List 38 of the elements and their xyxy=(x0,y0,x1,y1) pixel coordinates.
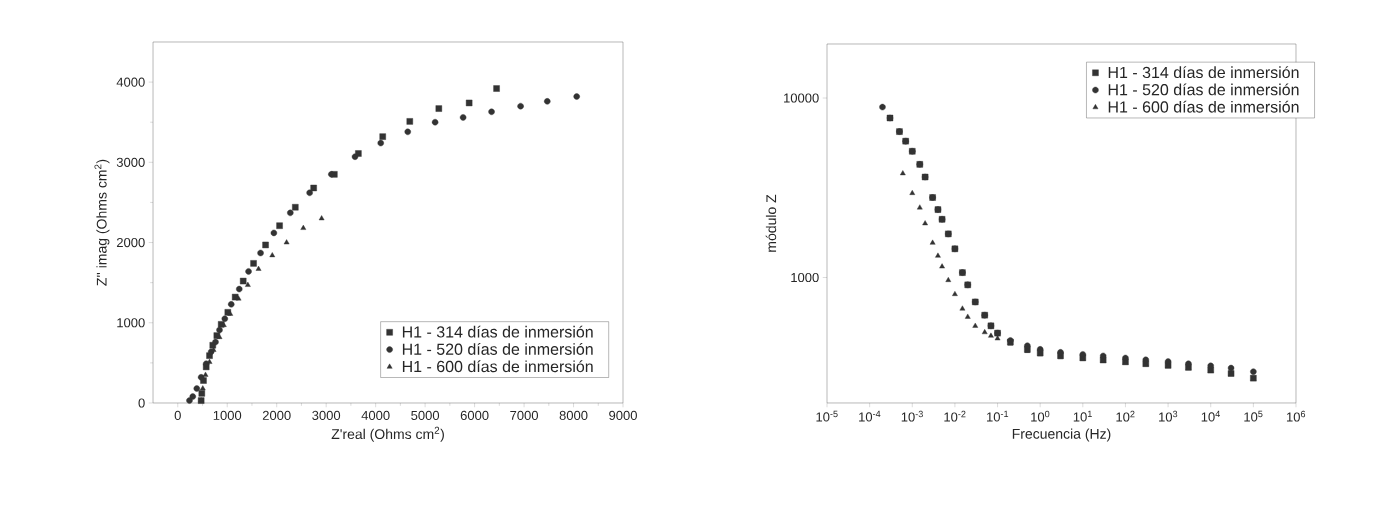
x-tick-label: 10$^{2}$ xyxy=(1116,410,1135,422)
x-tick-label: 6000 xyxy=(460,410,489,420)
y-tick-label: 1000 xyxy=(117,318,145,328)
legend-label: H1 - 314 días de inmersión xyxy=(402,325,593,338)
legend-label: H1 - 600 días de inmersión xyxy=(402,360,593,373)
y-tick-label: 4000 xyxy=(116,77,145,87)
x-tick-label: 7000 xyxy=(510,410,539,420)
x-tick-label: 4000 xyxy=(361,410,390,420)
x-tick-label: 10$^{3}$ xyxy=(1159,410,1178,422)
x-tick-label: 0 xyxy=(174,410,181,420)
x-tick-label: 10$^{4}$ xyxy=(1201,410,1220,422)
y-axis-title: Z'' imag (Ohms cm$^{2}$) xyxy=(94,159,110,286)
x-tick-label: 10$^{1}$ xyxy=(1073,410,1092,422)
x-tick-label: 2000 xyxy=(262,410,291,420)
x-tick-label: 5000 xyxy=(411,410,440,420)
x-tick-label: 10$^{-5}$ xyxy=(816,410,838,422)
x-axis-title: Z'real (Ohms cm$^{2}$) xyxy=(331,426,444,442)
x-tick-label: 9000 xyxy=(609,410,637,420)
y-tick-label: 2000 xyxy=(116,237,145,248)
legend-label: H1 - 600 días de inmersión xyxy=(1108,100,1299,113)
x-tick-label: 8000 xyxy=(559,410,588,420)
legend-label: H1 - 520 días de inmersión xyxy=(1108,83,1299,96)
y-tick-label: 3000 xyxy=(116,157,145,167)
x-tick-label: 10$^{5}$ xyxy=(1244,410,1263,422)
x-tick-label: 10$^{-2}$ xyxy=(944,410,966,422)
x-tick-label: 3000 xyxy=(312,410,341,420)
x-tick-label: 1000 xyxy=(213,410,242,420)
x-tick-label: 10$^{-3}$ xyxy=(901,410,923,422)
x-tick-label: 10$^{0}$ xyxy=(1031,410,1050,422)
legend-label: H1 - 314 días de inmersión xyxy=(1108,66,1299,79)
y-tick-label: 10000 xyxy=(784,93,819,103)
y-tick-label: 0 xyxy=(138,398,145,408)
x-tick-label: 10$^{-4}$ xyxy=(859,410,881,422)
x-axis-title: Frecuencia (Hz) xyxy=(1012,428,1111,442)
x-tick-label: 10$^{6}$ xyxy=(1286,410,1306,422)
x-tick-label: 10$^{-1}$ xyxy=(987,410,1009,422)
y-axis-title: módulo Z xyxy=(765,194,777,252)
legend-label: H1 - 520 días de inmersión xyxy=(402,342,593,355)
